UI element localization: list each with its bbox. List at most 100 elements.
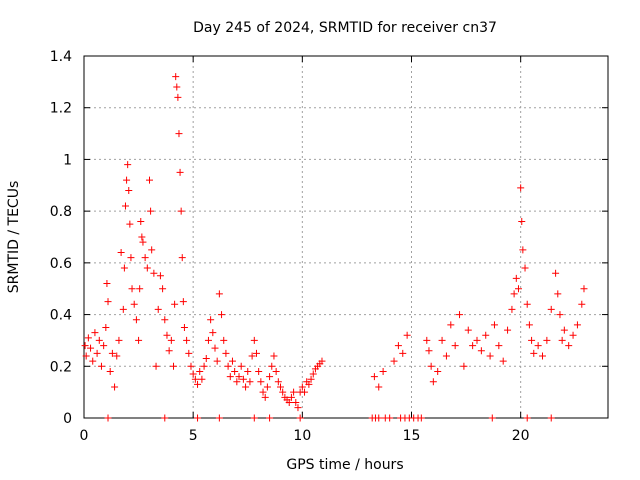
data-point xyxy=(473,336,481,344)
data-point xyxy=(318,357,326,365)
data-point xyxy=(490,321,498,329)
data-point xyxy=(277,383,284,391)
data-point xyxy=(442,352,450,360)
data-point xyxy=(257,378,265,386)
data-point xyxy=(102,324,110,331)
data-point xyxy=(163,331,171,339)
x-tick-label: 0 xyxy=(80,428,89,444)
data-point xyxy=(137,217,145,225)
y-axis-label: SRMTID / TECUs xyxy=(6,181,22,294)
data-point xyxy=(150,269,158,277)
data-point xyxy=(523,300,531,308)
data-point xyxy=(403,331,411,339)
data-point xyxy=(523,414,531,422)
data-point xyxy=(504,326,512,334)
data-point xyxy=(147,207,155,215)
data-point xyxy=(136,285,144,293)
data-point xyxy=(248,352,256,360)
data-point xyxy=(123,176,131,184)
y-tick-label: 1.2 xyxy=(50,101,72,117)
data-point xyxy=(298,383,306,391)
data-point xyxy=(174,93,182,101)
data-point xyxy=(456,311,464,319)
data-point xyxy=(554,290,562,298)
data-point xyxy=(165,347,173,355)
data-point xyxy=(191,375,199,383)
data-point xyxy=(113,352,121,360)
data-point xyxy=(429,378,437,386)
y-tick-label: 0 xyxy=(63,411,72,427)
data-point xyxy=(517,184,525,192)
x-tick-label: 5 xyxy=(189,428,198,444)
data-point xyxy=(194,380,202,388)
data-point xyxy=(525,321,533,329)
data-point xyxy=(423,336,431,344)
data-point xyxy=(211,344,219,352)
data-point xyxy=(375,414,383,422)
data-point xyxy=(213,357,221,365)
data-point xyxy=(521,264,529,272)
data-point xyxy=(464,326,472,334)
x-axis-ticks: 0 5 10 15 20 xyxy=(80,56,530,444)
data-point xyxy=(390,357,398,365)
data-point xyxy=(261,393,269,401)
data-point xyxy=(292,398,300,406)
data-point xyxy=(170,362,178,370)
data-point xyxy=(309,370,317,378)
data-point xyxy=(127,254,135,262)
data-point xyxy=(305,380,313,388)
data-point xyxy=(91,329,99,337)
data-point xyxy=(179,298,187,306)
data-point xyxy=(235,373,243,381)
data-point xyxy=(135,336,143,344)
data-point xyxy=(143,264,151,272)
data-point xyxy=(100,342,108,350)
data-point xyxy=(499,357,507,365)
data-point xyxy=(108,349,116,357)
data-point xyxy=(539,352,546,360)
data-point xyxy=(370,373,378,381)
data-point xyxy=(417,414,425,422)
data-points xyxy=(81,73,588,422)
data-point xyxy=(530,349,538,357)
grid-lines xyxy=(84,56,608,418)
data-point xyxy=(565,342,573,350)
data-point xyxy=(451,342,459,350)
plot-frame xyxy=(83,55,609,419)
data-point xyxy=(180,324,188,331)
data-point xyxy=(268,362,276,370)
data-point xyxy=(95,336,103,344)
data-point xyxy=(141,254,149,262)
data-point xyxy=(132,316,140,324)
data-point xyxy=(124,161,132,169)
data-point xyxy=(130,300,138,308)
data-point xyxy=(307,375,315,383)
data-point xyxy=(115,336,123,344)
data-point xyxy=(215,290,223,298)
data-point xyxy=(477,347,485,355)
data-point xyxy=(200,362,208,370)
data-point xyxy=(547,305,555,313)
data-point xyxy=(573,321,581,329)
data-point xyxy=(272,367,280,375)
data-point xyxy=(519,246,527,254)
data-point xyxy=(207,316,215,324)
data-point xyxy=(512,274,520,282)
data-point xyxy=(117,249,125,257)
data-point xyxy=(161,316,169,324)
y-tick-label: 0.2 xyxy=(50,359,72,375)
data-point xyxy=(508,305,516,313)
y-axis-ticks: 0 0.2 0.4 0.6 0.8 1 1.2 1.4 xyxy=(50,49,608,427)
y-tick-label: 1 xyxy=(63,152,72,168)
data-point xyxy=(543,336,551,344)
data-point xyxy=(126,220,134,228)
data-point xyxy=(89,357,97,365)
chart-title: Day 245 of 2024, SRMTID for receiver cn3… xyxy=(193,20,497,36)
data-point xyxy=(171,300,179,308)
data-point xyxy=(161,414,169,422)
data-point xyxy=(427,362,435,370)
data-point xyxy=(87,344,95,352)
data-point xyxy=(139,238,147,246)
x-tick-label: 10 xyxy=(293,428,311,444)
data-point xyxy=(106,367,114,375)
